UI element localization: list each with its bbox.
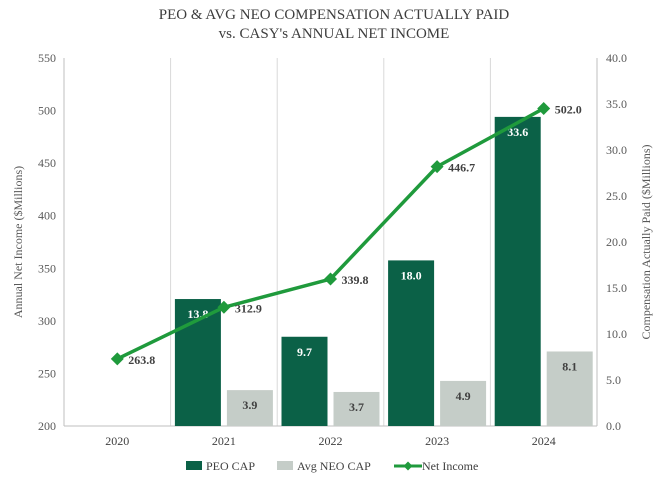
y-left-tick-label: 400 bbox=[38, 209, 56, 223]
legend-swatch bbox=[186, 461, 202, 470]
net-income-marker bbox=[110, 352, 124, 366]
y-left-tick-label: 350 bbox=[38, 261, 56, 275]
avg-neo-cap-bar bbox=[226, 390, 273, 426]
avg-neo-cap-label: 3.7 bbox=[349, 400, 364, 414]
net-income-marker bbox=[324, 272, 337, 286]
legend-marker bbox=[403, 461, 413, 471]
avg-neo-cap-bar bbox=[333, 391, 380, 426]
y-right-tick-label: 20.0 bbox=[606, 235, 627, 249]
avg-neo-cap-label: 4.9 bbox=[456, 389, 471, 403]
legend-swatch bbox=[277, 461, 293, 470]
net-income-label: 312.9 bbox=[235, 301, 262, 315]
net-income-label: 502.0 bbox=[555, 102, 582, 116]
peo-cap-label: 33.6 bbox=[507, 125, 528, 139]
x-tick-label: 2024 bbox=[532, 434, 556, 448]
x-tick-label: 2023 bbox=[425, 434, 449, 448]
y-left-tick-label: 250 bbox=[38, 366, 56, 380]
net-income-marker bbox=[217, 300, 231, 314]
legend-label: PEO CAP bbox=[206, 459, 255, 473]
y-left-tick-label: 550 bbox=[38, 51, 56, 65]
y-left-tick-label: 500 bbox=[38, 104, 56, 118]
net-income-label: 339.8 bbox=[342, 273, 369, 287]
y-right-tick-label: 30.0 bbox=[606, 143, 627, 157]
legend-label: Net Income bbox=[422, 459, 478, 473]
net-income-label: 263.8 bbox=[128, 353, 155, 367]
peo-cap-bar bbox=[494, 116, 541, 426]
y-left-tick-label: 200 bbox=[38, 419, 56, 433]
avg-neo-cap-bar bbox=[546, 351, 593, 426]
avg-neo-cap-bar bbox=[440, 380, 487, 426]
y-right-tick-label: 40.0 bbox=[606, 51, 627, 65]
y-left-axis-title: Annual Net Income ($Millions) bbox=[11, 166, 25, 318]
net-income-marker bbox=[430, 160, 444, 174]
y-right-tick-label: 35.0 bbox=[606, 97, 627, 111]
x-tick-label: 2021 bbox=[212, 434, 236, 448]
avg-neo-cap-label: 8.1 bbox=[562, 359, 577, 373]
chart-title-line2: vs. CASY's ANNUAL NET INCOME bbox=[218, 26, 450, 42]
net-income-marker bbox=[537, 101, 551, 115]
y-left-tick-label: 450 bbox=[38, 156, 56, 170]
y-left-tick-label: 300 bbox=[38, 314, 56, 328]
peo-cap-label: 9.7 bbox=[297, 345, 312, 359]
chart-title-line1: PEO & AVG NEO COMPENSATION ACTUALLY PAID bbox=[158, 7, 510, 23]
peo-cap-bar bbox=[388, 260, 435, 426]
y-right-tick-label: 15.0 bbox=[606, 281, 627, 295]
net-income-label: 446.7 bbox=[448, 161, 475, 175]
legend-label: Avg NEO CAP bbox=[297, 459, 371, 473]
chart-title: PEO & AVG NEO COMPENSATION ACTUALLY PAID… bbox=[0, 6, 668, 44]
peo-cap-bar bbox=[281, 336, 328, 426]
avg-neo-cap-label: 3.9 bbox=[242, 398, 257, 412]
y-right-tick-label: 0.0 bbox=[606, 419, 621, 433]
y-right-axis-title: Compensation Actually Paid ($Millions) bbox=[639, 145, 653, 340]
x-tick-label: 2020 bbox=[105, 434, 129, 448]
peo-cap-label: 18.0 bbox=[401, 268, 422, 282]
y-right-tick-label: 25.0 bbox=[606, 189, 627, 203]
y-right-tick-label: 10.0 bbox=[606, 327, 627, 341]
x-tick-label: 2022 bbox=[319, 434, 343, 448]
y-right-tick-label: 5.0 bbox=[606, 373, 621, 387]
